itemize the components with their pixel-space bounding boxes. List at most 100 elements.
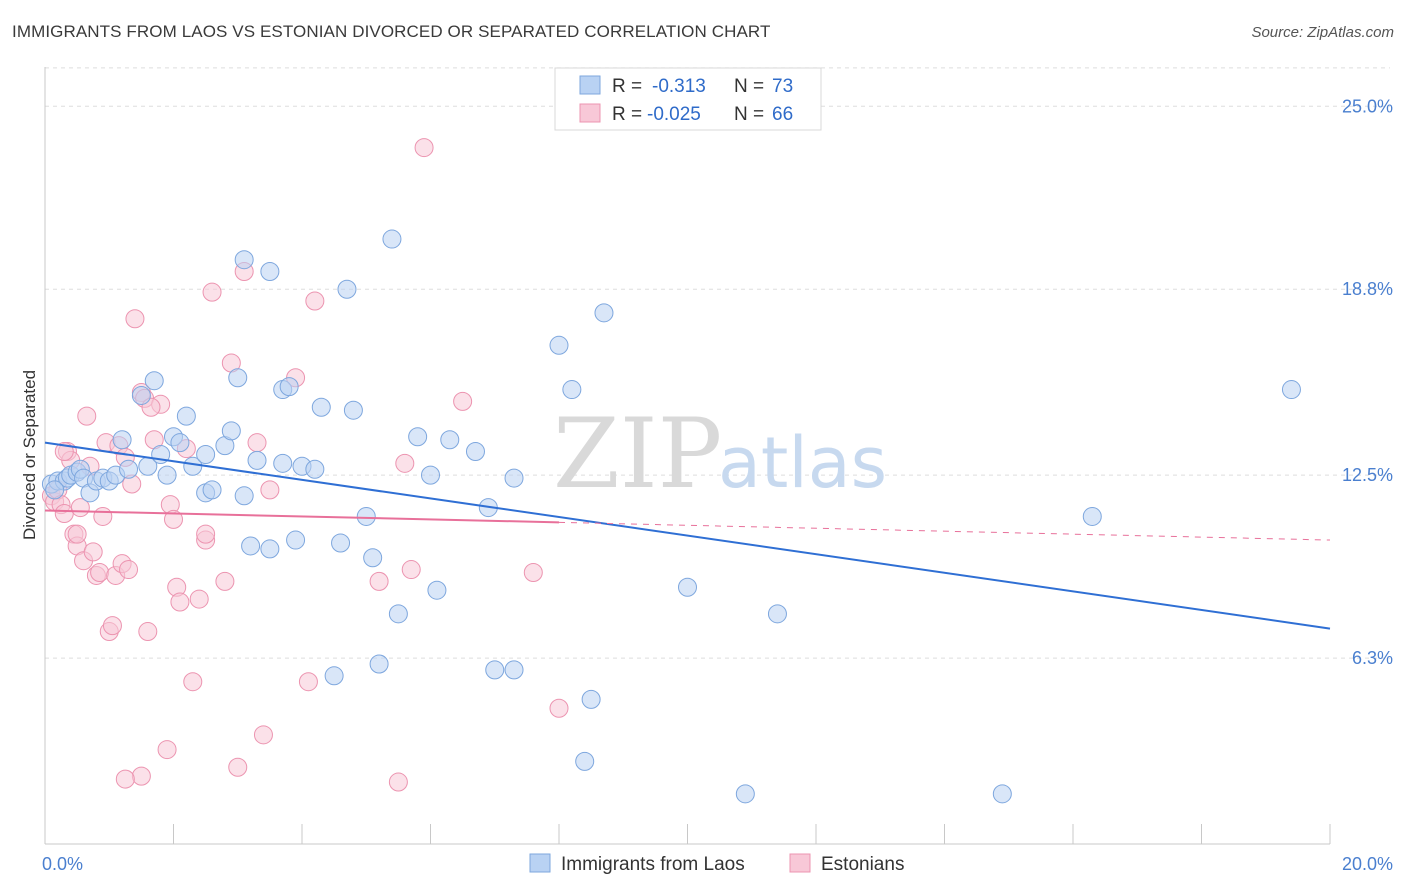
laos-point [337,279,357,299]
laos-point [247,450,267,470]
trend-lines [44,441,1331,630]
estonians-point [395,453,415,473]
estonians-point [196,524,216,544]
series-laos-points [41,229,1301,804]
estonians-point [388,772,408,792]
laos-point [311,397,331,417]
laos-point [421,465,440,485]
laos-point [992,784,1012,804]
laos-point [279,377,299,397]
estonians-point [67,524,87,544]
laos-point [176,406,196,426]
laos-point [504,660,524,680]
legend-n-label-1: N = [734,76,764,97]
watermark-atlas: atlas [718,422,887,504]
chart-title: IMMIGRANTS FROM LAOS VS ESTONIAN DIVORCE… [12,22,771,41]
estonians-point [115,769,135,789]
legend-r-label-1: R = [612,76,642,97]
legend-r-value-1: -0.313 [652,76,706,97]
laos-point [45,480,65,500]
watermark-zip: ZIP [553,398,722,510]
laos-point [228,368,248,388]
laos-point [369,654,389,674]
estonians-point [183,672,203,692]
y-tick-label-1: 12.5% [1342,465,1393,485]
estonians-point [83,542,103,562]
estonians-point [54,503,74,523]
laos-point [356,506,376,526]
laos-point [562,380,582,400]
estonians-point [138,622,158,642]
estonians-point [260,480,280,500]
estonians-point [215,571,235,591]
laos-point [388,604,408,624]
laos-point [678,577,697,597]
estonians-point [90,563,110,583]
x-tick-label-min: 0.0% [42,854,83,874]
laos-point [735,784,755,804]
laos-point [1082,506,1102,526]
estonians-point [453,391,473,411]
source-credit: Source: ZipAtlas.com [1251,24,1394,41]
laos-point [170,433,190,453]
laos-point [767,604,787,624]
estonians-point [401,560,421,580]
bottom-legend-swatch-estonians [789,853,811,873]
laos-point [112,430,132,450]
y-tick-label-2: 18.8% [1342,279,1393,299]
laos-point [273,453,293,473]
laos-point [581,689,601,709]
laos-point [324,666,344,686]
bottom-legend-swatch-laos [529,853,551,873]
estonians-point [253,725,273,745]
bottom-legend-label-laos: Immigrants from Laos [561,854,745,875]
laos-point [144,371,164,391]
y-axis-title: Divorced or Separated [20,370,39,540]
estonians-point [125,309,145,329]
legend-n-value-2: 66 [772,104,793,125]
estonians-point [369,571,389,591]
bottom-legend-label-estonians: Estonians [821,854,904,875]
laos-point [131,385,151,405]
estonians-point [523,563,543,583]
laos-point [196,444,216,464]
estonians-point [157,740,177,760]
estonians-point [228,757,248,777]
laos-point [260,539,280,559]
laos-point [465,442,485,462]
laos-point [594,303,614,323]
estonians-point [170,592,190,612]
estonians-point [131,766,151,786]
laos-point [343,400,363,420]
laos-point [427,580,447,600]
estonians-point [77,406,97,426]
laos-point [1281,380,1301,400]
grid-lines [45,67,1390,659]
laos-point [408,427,428,447]
laos-point [575,751,595,771]
estonians-point [102,616,122,636]
x-tick-label-max: 20.0% [1342,854,1393,874]
laos-point [286,530,306,550]
laos-point [549,335,569,355]
estonians-point [305,291,325,311]
estonians-point [164,509,183,529]
y-tick-label-3: 25.0% [1342,96,1393,116]
trend-line-estonians [44,509,560,524]
laos-point [202,480,222,500]
legend-box: R = -0.313 N = 73 R = -0.025 N = 66 [554,67,822,131]
laos-point [331,533,351,553]
laos-point [485,660,505,680]
laos-point [157,465,177,485]
legend-r-value-2: -0.025 [647,104,701,125]
legend-swatch-laos [579,75,601,95]
laos-point [363,548,383,568]
laos-point [221,421,241,441]
laos-point [504,468,524,488]
estonians-point [247,433,267,453]
laos-point [119,459,139,479]
estonians-point [119,560,139,580]
laos-point [382,229,402,249]
y-tick-labels: 6.3% 12.5% 18.8% 25.0% [1342,96,1393,668]
